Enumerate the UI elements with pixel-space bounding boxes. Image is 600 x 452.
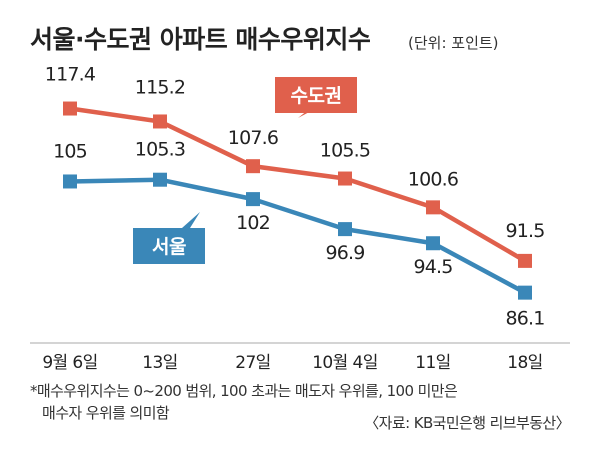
chart-title: 서울·수도권 아파트 매수우위지수 bbox=[30, 25, 371, 54]
data-point-metro-4 bbox=[426, 200, 440, 215]
series-line-seoul bbox=[69, 177, 527, 295]
x-tick-label-1: 13일 bbox=[142, 353, 177, 373]
data-point-seoul-2 bbox=[246, 192, 260, 207]
source-note: 〈자료: KB국민은행 리브부동산〉 bbox=[364, 414, 570, 432]
data-label-metro-5: 91.5 bbox=[505, 220, 544, 242]
data-point-metro-5 bbox=[518, 253, 532, 268]
data-point-seoul-4 bbox=[426, 236, 440, 251]
data-label-metro-3: 105.5 bbox=[320, 140, 370, 162]
data-point-metro-3 bbox=[338, 171, 352, 186]
data-label-metro-0: 117.4 bbox=[45, 64, 96, 86]
unit-label: (단위: 포인트) bbox=[408, 34, 499, 52]
data-label-seoul-4: 94.5 bbox=[413, 256, 452, 278]
data-label-metro-2: 107.6 bbox=[228, 127, 278, 149]
footnote-line-2: 매수자 우위를 의미함 bbox=[42, 404, 170, 422]
data-point-metro-1 bbox=[153, 114, 167, 129]
data-label-seoul-5: 86.1 bbox=[505, 308, 544, 330]
series-callout-metro: 수도권 bbox=[291, 85, 342, 107]
data-label-seoul-3: 96.9 bbox=[325, 242, 364, 264]
x-tick-label-2: 27일 bbox=[235, 353, 270, 373]
x-tick-label-5: 18일 bbox=[507, 353, 542, 373]
x-tick-label-0: 9월 6일 bbox=[42, 353, 97, 373]
series-callout-pointer-seoul bbox=[182, 212, 200, 228]
x-tick-label-3: 10월 4일 bbox=[312, 353, 378, 373]
series-callout-box-seoul bbox=[133, 228, 205, 264]
data-label-metro-4: 100.6 bbox=[408, 168, 458, 190]
data-label-metro-1: 115.2 bbox=[135, 76, 185, 98]
data-point-seoul-0 bbox=[63, 174, 77, 189]
data-point-metro-0 bbox=[63, 101, 77, 116]
data-point-metro-2 bbox=[246, 159, 260, 174]
x-tick-labels: 9월 6일 13일 27일 10월 4일 11일 18일 bbox=[42, 353, 543, 373]
data-point-seoul-1 bbox=[153, 172, 167, 187]
data-point-seoul-5 bbox=[518, 285, 532, 300]
footnote-line-1: *매수우위지수는 0~200 범위, 100 초과는 매도자 우위를, 100 … bbox=[30, 382, 457, 400]
plot-area: 117.4 115.2 107.6 105.5 100.6 91.5 105 105.3 102… bbox=[45, 64, 546, 330]
series-line-metro bbox=[69, 106, 527, 263]
x-tick-label-4: 11일 bbox=[415, 353, 450, 373]
data-label-seoul-1: 105.3 bbox=[135, 139, 185, 161]
data-point-seoul-3 bbox=[338, 222, 352, 237]
series-callout-seoul: 서울 bbox=[152, 236, 186, 258]
data-label-seoul-2: 102 bbox=[236, 212, 270, 234]
data-label-seoul-0: 105 bbox=[53, 140, 87, 162]
series-callout-box-metro bbox=[275, 77, 357, 113]
